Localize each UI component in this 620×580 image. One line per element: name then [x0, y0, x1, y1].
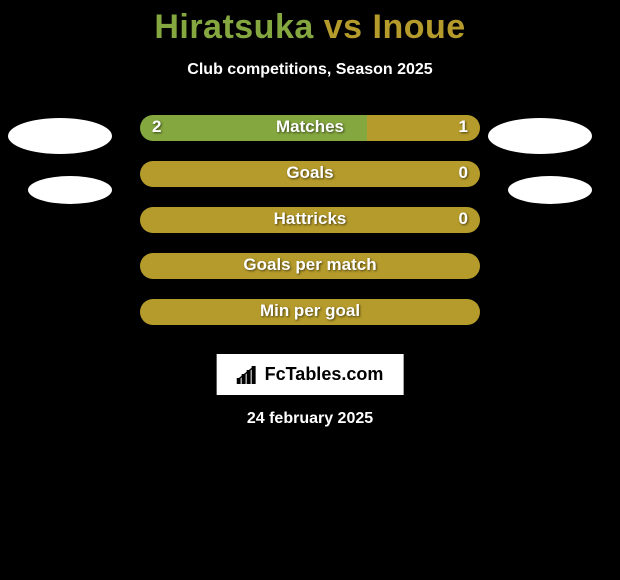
stat-label: Matches — [140, 117, 480, 137]
stat-value-right: 1 — [459, 117, 468, 137]
brand-text: FcTables.com — [265, 364, 384, 385]
date-text: 24 february 2025 — [0, 410, 620, 428]
vs-text: vs — [324, 8, 363, 46]
stat-value-right: 0 — [459, 209, 468, 229]
stat-row: Hattricks0 — [0, 207, 620, 233]
stat-bar: Hattricks0 — [140, 207, 480, 233]
stat-bar: Min per goal — [140, 299, 480, 325]
stat-label: Min per goal — [140, 301, 480, 321]
subtitle: Club competitions, Season 2025 — [0, 61, 620, 79]
player1-name: Hiratsuka — [154, 8, 313, 46]
stat-bar: Goals0 — [140, 161, 480, 187]
stat-label: Goals per match — [140, 255, 480, 275]
infographic-canvas: Hiratsuka vs Inoue Club competitions, Se… — [0, 0, 620, 580]
player1-avatar — [8, 118, 112, 154]
stat-label: Hattricks — [140, 209, 480, 229]
stat-label: Goals — [140, 163, 480, 183]
player2-avatar — [508, 176, 592, 204]
page-title: Hiratsuka vs Inoue — [0, 0, 620, 47]
stat-value-right: 0 — [459, 163, 468, 183]
player2-avatar — [488, 118, 592, 154]
stat-bar: Matches2 1 — [140, 115, 480, 141]
brand-box: FcTables.com — [217, 354, 404, 395]
player2-name: Inoue — [373, 8, 466, 46]
stat-row: Min per goal — [0, 299, 620, 325]
chart-icon — [237, 366, 259, 384]
stat-bar: Goals per match — [140, 253, 480, 279]
player1-avatar — [28, 176, 112, 204]
stat-row: Goals per match — [0, 253, 620, 279]
stat-value-left: 2 — [152, 117, 161, 137]
